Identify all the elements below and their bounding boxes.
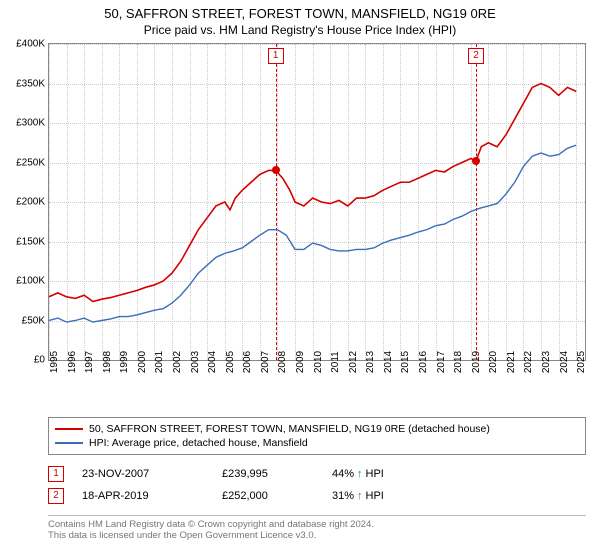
legend-row: 50, SAFFRON STREET, FOREST TOWN, MANSFIE… [55, 422, 579, 436]
y-axis-tick-label: £100K [16, 276, 45, 287]
event-pct: 44%↑HPI [332, 468, 384, 480]
event-pct-value: 44% [332, 468, 354, 480]
event-price: £239,995 [222, 468, 332, 480]
y-axis-tick-label: £200K [16, 197, 45, 208]
y-axis-tick-label: £350K [16, 78, 45, 89]
event-pct-suffix: HPI [366, 490, 384, 502]
arrow-up-icon: ↑ [357, 490, 363, 502]
event-pct: 31%↑HPI [332, 490, 384, 502]
event-row: 2 18-APR-2019£252,00031%↑HPI [48, 485, 586, 507]
series-line-price_paid [49, 84, 576, 302]
chart-title-address: 50, SAFFRON STREET, FOREST TOWN, MANSFIE… [10, 6, 590, 21]
legend-swatch [55, 442, 83, 444]
event-number-box: 1 [48, 466, 64, 482]
legend-label: 50, SAFFRON STREET, FOREST TOWN, MANSFIE… [89, 423, 490, 435]
legend-label: HPI: Average price, detached house, Mans… [89, 437, 308, 449]
y-axis-tick-label: £0 [34, 355, 45, 366]
series-line-hpi [49, 145, 576, 322]
y-axis-tick-label: £150K [16, 236, 45, 247]
event-date: 18-APR-2019 [82, 490, 222, 502]
event-price: £252,000 [222, 490, 332, 502]
plot-area: £0£50K£100K£150K£200K£250K£300K£350K£400… [48, 43, 586, 383]
chart-container: 50, SAFFRON STREET, FOREST TOWN, MANSFIE… [0, 0, 600, 560]
event-pct-value: 31% [332, 490, 354, 502]
arrow-up-icon: ↑ [357, 468, 363, 480]
legend: 50, SAFFRON STREET, FOREST TOWN, MANSFIE… [48, 417, 586, 455]
y-axis-tick-label: £250K [16, 157, 45, 168]
event-number-box: 2 [48, 488, 64, 504]
event-point-marker [272, 166, 280, 174]
event-row: 1 23-NOV-2007£239,99544%↑HPI [48, 463, 586, 485]
event-point-marker [472, 157, 480, 165]
event-date: 23-NOV-2007 [82, 468, 222, 480]
chart-subtitle: Price paid vs. HM Land Registry's House … [10, 23, 590, 37]
footer-attribution: Contains HM Land Registry data © Crown c… [48, 515, 586, 541]
event-pct-suffix: HPI [366, 468, 384, 480]
y-axis-tick-label: £400K [16, 39, 45, 50]
y-axis-tick-label: £50K [22, 315, 45, 326]
y-axis-tick-label: £300K [16, 118, 45, 129]
events-table: 1 23-NOV-2007£239,99544%↑HPI 2 18-APR-2019£… [48, 463, 586, 507]
series-svg [49, 44, 585, 360]
footer-line2: This data is licensed under the Open Gov… [48, 530, 586, 541]
legend-row: HPI: Average price, detached house, Mans… [55, 436, 579, 450]
legend-swatch [55, 428, 83, 430]
footer-line1: Contains HM Land Registry data © Crown c… [48, 519, 586, 530]
